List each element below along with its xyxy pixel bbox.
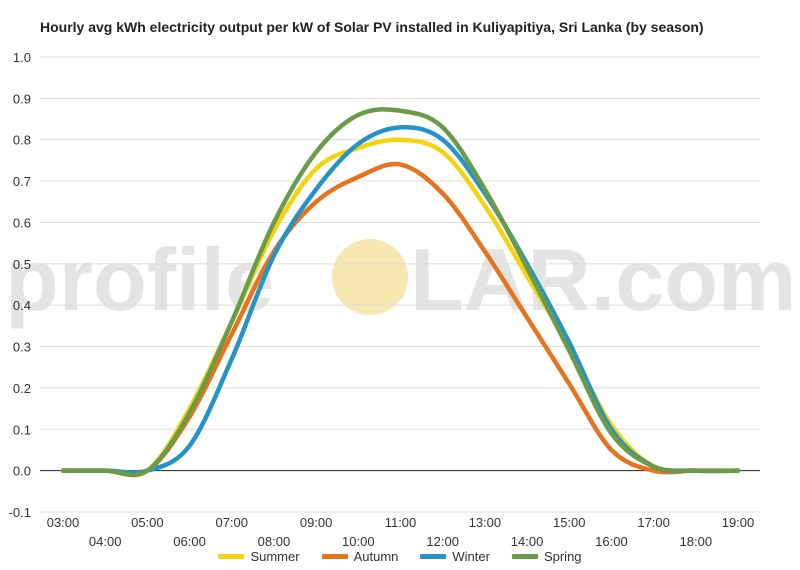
y-tick-label: 0.7: [13, 174, 31, 189]
series-line-winter: [60, 124, 741, 475]
x-tick-label: 08:00: [258, 534, 291, 549]
x-tick-label: 14:00: [511, 534, 544, 549]
legend-item-summer[interactable]: Summer: [218, 549, 300, 564]
y-tick-label: 0.1: [13, 422, 31, 437]
x-tick-label: 17:00: [637, 515, 670, 530]
y-tick-label: 0.0: [13, 464, 31, 479]
chart-title: Hourly avg kWh electricity output per kW…: [40, 19, 704, 35]
legend-label-spring: Spring: [543, 549, 582, 564]
y-tick-label: 0.4: [13, 298, 31, 313]
y-tick-label: 0.8: [13, 133, 31, 148]
legend-label-autumn: Autumn: [353, 549, 399, 564]
legend-item-spring[interactable]: Spring: [511, 549, 582, 564]
legend: Summer Autumn Winter Spring: [0, 549, 800, 564]
x-tick-label: 13:00: [469, 515, 502, 530]
x-tick-label: 05:00: [131, 515, 164, 530]
y-tick-label: 0.6: [13, 215, 31, 230]
x-axis: 03:00 05:00 07:00 09:00 11:00 13:00 15:00 17:00…: [47, 515, 755, 549]
y-tick-label: 1.0: [13, 50, 31, 65]
watermark-sun: [332, 239, 408, 315]
x-tick-label: 06:00: [173, 534, 206, 549]
legend-label-summer: Summer: [250, 549, 300, 564]
series-line-spring: [60, 107, 741, 478]
series-lines: [60, 107, 741, 478]
x-tick-label: 09:00: [300, 515, 333, 530]
legend-label-winter: Winter: [452, 549, 490, 564]
y-tick-label: 0.3: [13, 340, 31, 355]
y-tick-label: 0.9: [13, 91, 31, 106]
x-tick-label: 10:00: [342, 534, 375, 549]
watermark-text-right: LAR.com: [410, 230, 796, 329]
x-tick-label: 19:00: [722, 515, 755, 530]
x-tick-label: 18:00: [680, 534, 713, 549]
x-tick-label: 03:00: [47, 515, 80, 530]
y-tick-label: -0.1: [9, 505, 31, 520]
profilesolar-watermark: profile LAR.com: [5, 230, 796, 329]
y-axis: 1.0 0.9 0.8 0.7 0.6 0.5 0.4 0.3 0.2 0.1 0.0 -0.1: [9, 50, 31, 520]
y-tick-label: 0.5: [13, 257, 31, 272]
legend-swatch-spring: [511, 554, 538, 559]
legend-swatch-winter: [420, 554, 447, 559]
x-tick-label: 12:00: [426, 534, 459, 549]
x-tick-label: 11:00: [385, 515, 417, 530]
x-tick-label: 07:00: [215, 515, 248, 530]
legend-swatch-autumn: [321, 554, 348, 559]
y-tick-label: 0.2: [13, 381, 31, 396]
legend-item-winter[interactable]: Winter: [420, 549, 490, 564]
x-tick-label: 16:00: [595, 534, 628, 549]
x-tick-label: 04:00: [89, 534, 122, 549]
grid-lines: [40, 56, 760, 513]
watermark-text-left: profile: [5, 230, 274, 329]
x-tick-label: 15:00: [553, 515, 586, 530]
legend-swatch-summer: [218, 554, 245, 559]
legend-item-autumn[interactable]: Autumn: [321, 549, 399, 564]
